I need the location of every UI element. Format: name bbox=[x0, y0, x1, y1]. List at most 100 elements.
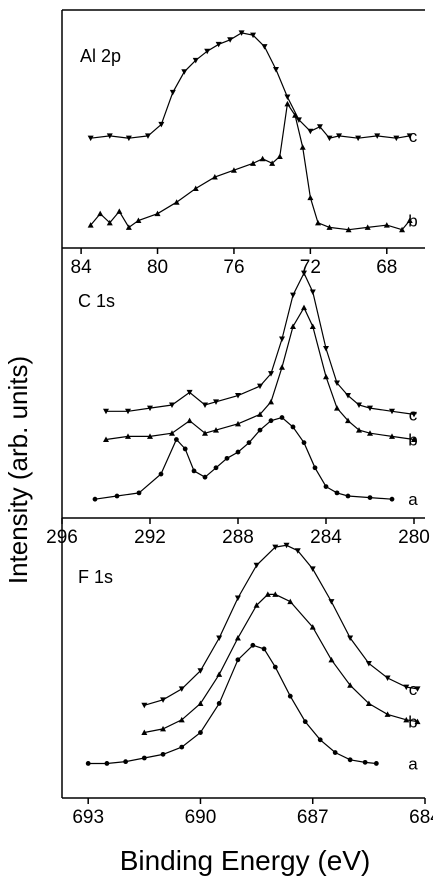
series-line-c bbox=[144, 544, 418, 706]
data-point bbox=[384, 675, 391, 681]
data-point bbox=[347, 757, 353, 763]
data-point bbox=[279, 364, 285, 370]
series-line-b bbox=[144, 593, 418, 734]
data-point bbox=[125, 408, 131, 415]
data-point bbox=[309, 566, 316, 572]
x-tick-label: 690 bbox=[185, 807, 217, 828]
data-point bbox=[216, 671, 223, 677]
data-point bbox=[104, 761, 110, 766]
data-point bbox=[147, 405, 153, 412]
series-line-c bbox=[106, 271, 415, 415]
data-point bbox=[399, 226, 406, 233]
series-a: a bbox=[85, 642, 418, 773]
series-label-c: c bbox=[409, 405, 418, 424]
data-point bbox=[384, 711, 391, 717]
data-point bbox=[216, 701, 222, 706]
data-point bbox=[235, 393, 241, 399]
series-label-b: b bbox=[408, 431, 417, 450]
data-point bbox=[403, 684, 410, 691]
data-point bbox=[347, 682, 354, 688]
data-point bbox=[302, 719, 308, 725]
data-point bbox=[406, 217, 413, 224]
data-point bbox=[414, 686, 421, 692]
series-c: c bbox=[103, 270, 418, 424]
data-point bbox=[235, 449, 241, 455]
x-tick-label: 288 bbox=[222, 527, 254, 548]
data-point bbox=[259, 155, 266, 162]
data-point bbox=[135, 217, 142, 224]
data-point bbox=[264, 591, 271, 597]
data-point bbox=[312, 465, 318, 471]
data-point bbox=[326, 135, 333, 142]
data-point bbox=[307, 128, 314, 135]
data-point bbox=[290, 323, 296, 329]
data-point bbox=[235, 657, 241, 663]
data-point bbox=[192, 185, 199, 191]
data-point bbox=[197, 700, 204, 706]
series-line-c bbox=[90, 32, 410, 139]
data-point bbox=[202, 402, 208, 408]
data-point bbox=[389, 496, 395, 502]
data-point bbox=[213, 465, 219, 471]
data-point bbox=[309, 323, 316, 329]
data-point bbox=[276, 153, 283, 159]
data-point bbox=[334, 405, 340, 411]
data-point bbox=[169, 402, 175, 408]
data-point bbox=[323, 373, 329, 380]
data-point bbox=[213, 427, 219, 433]
data-point bbox=[253, 562, 260, 569]
x-tick-label: 284 bbox=[310, 527, 342, 548]
data-point bbox=[204, 48, 211, 55]
data-point bbox=[141, 755, 147, 761]
data-point bbox=[136, 490, 142, 496]
data-point bbox=[250, 32, 257, 39]
data-point bbox=[125, 224, 132, 230]
data-point bbox=[362, 759, 368, 765]
panel-title: Al 2p bbox=[80, 46, 121, 66]
data-point bbox=[87, 222, 94, 228]
data-point bbox=[389, 433, 395, 439]
x-tick-label: 76 bbox=[223, 257, 244, 278]
data-point bbox=[158, 121, 165, 128]
data-point bbox=[197, 668, 204, 674]
data-point bbox=[336, 133, 343, 139]
data-point bbox=[174, 437, 179, 442]
data-point bbox=[367, 405, 373, 412]
data-point bbox=[272, 664, 278, 670]
data-point bbox=[284, 100, 291, 107]
data-point bbox=[272, 591, 279, 597]
data-point bbox=[158, 471, 164, 477]
data-point bbox=[309, 624, 316, 630]
data-point bbox=[178, 686, 185, 692]
panel-3: 693 690 687 684 F 1s cb a bbox=[61, 518, 433, 828]
data-point bbox=[299, 144, 306, 150]
series-line-b bbox=[105, 306, 415, 441]
data-point bbox=[272, 544, 279, 551]
x-axis-label: Binding Energy (eV) bbox=[120, 845, 371, 876]
data-point bbox=[279, 415, 285, 420]
series-label-c: c bbox=[409, 680, 418, 699]
data-point bbox=[347, 635, 354, 641]
data-point bbox=[257, 383, 263, 390]
panel-title: C 1s bbox=[78, 291, 115, 311]
data-point bbox=[389, 408, 395, 415]
x-tick-label: 292 bbox=[134, 527, 166, 548]
data-point bbox=[125, 135, 132, 142]
data-point bbox=[191, 468, 197, 474]
data-point bbox=[224, 455, 230, 461]
data-point bbox=[345, 226, 352, 233]
data-point bbox=[269, 160, 276, 166]
series-b: b bbox=[103, 304, 418, 450]
series-label-a: a bbox=[408, 490, 418, 509]
series-line-a bbox=[94, 416, 393, 500]
panel-title: F 1s bbox=[78, 567, 113, 587]
data-point bbox=[393, 135, 400, 142]
data-point bbox=[246, 440, 252, 446]
data-point bbox=[268, 418, 274, 424]
data-point bbox=[272, 67, 279, 73]
data-point bbox=[92, 496, 98, 502]
data-point bbox=[257, 411, 263, 417]
